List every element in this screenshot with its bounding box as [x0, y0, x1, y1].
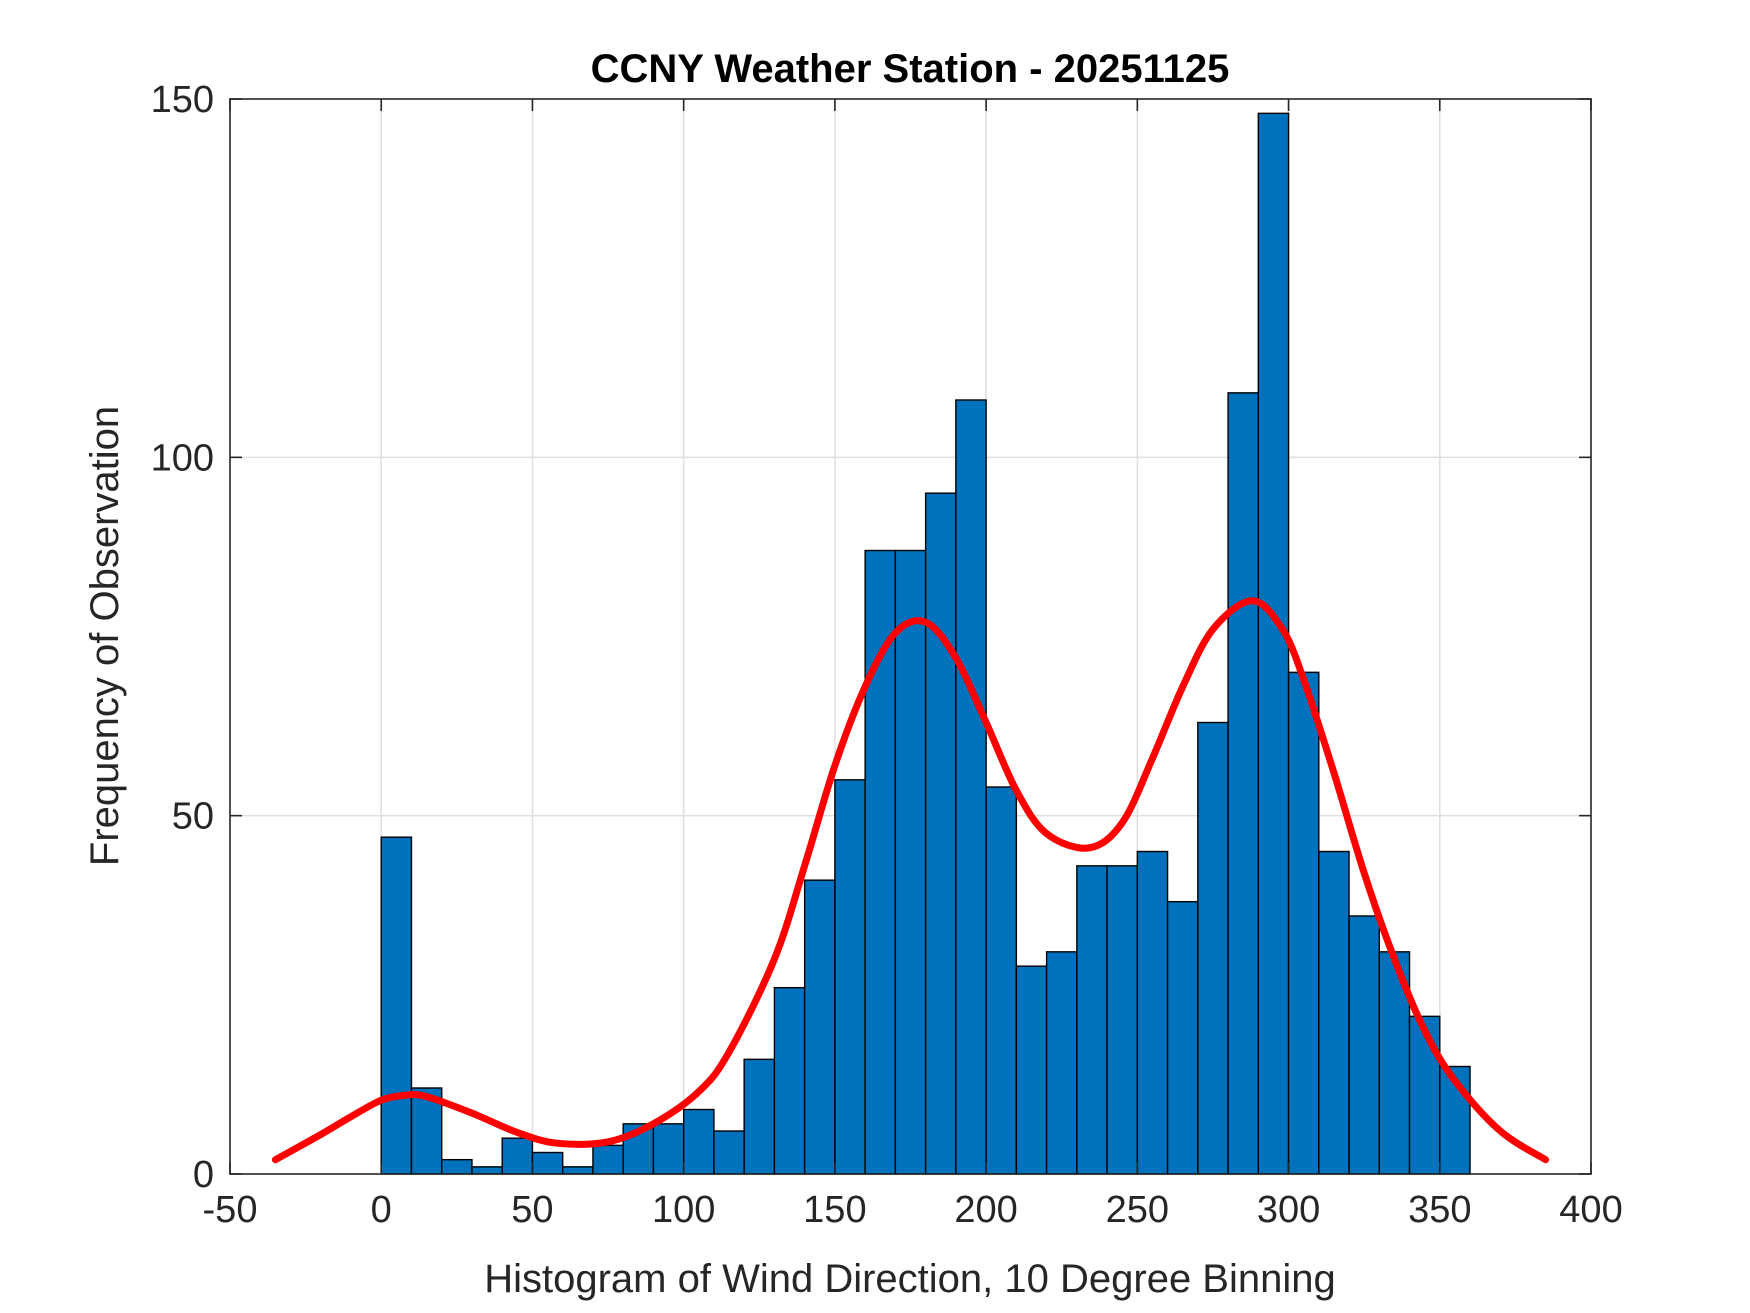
histogram-bar: [1076, 865, 1108, 1175]
histogram-bar: [1257, 112, 1290, 1175]
histogram-bar: [471, 1166, 503, 1175]
histogram-bar: [803, 879, 836, 1175]
x-tick-labels: -50 0 50 100 150 200 250 300 350 400: [203, 1189, 1623, 1231]
histogram-bar: [1318, 850, 1350, 1175]
x-tick-label: 350: [1408, 1189, 1471, 1231]
x-tick-label: 250: [1106, 1189, 1169, 1231]
axis-ticks: [229, 98, 1592, 1175]
fit-curve: [271, 597, 1550, 1164]
histogram-bar: [501, 1137, 534, 1175]
x-tick-label: 150: [803, 1189, 866, 1231]
histogram-bar: [1136, 850, 1169, 1175]
histogram-bar: [531, 1151, 564, 1175]
histogram-bar: [924, 492, 957, 1175]
x-axis-label: Histogram of Wind Direction, 10 Degree B…: [484, 1257, 1336, 1301]
y-tick-label: 150: [151, 79, 214, 121]
histogram-bar: [743, 1058, 776, 1175]
chart-title: CCNY Weather Station - 20251125: [591, 47, 1230, 91]
histogram-bar: [1045, 951, 1078, 1175]
plot-box: [229, 98, 1592, 1175]
y-axis-label: Frequency of Observation: [83, 406, 127, 866]
histogram-bar: [1348, 915, 1380, 1175]
histogram-bar: [1408, 1015, 1441, 1175]
histogram-bar: [1166, 900, 1199, 1175]
x-tick-label: 400: [1559, 1189, 1622, 1231]
histogram-bar: [985, 786, 1018, 1175]
histogram-bar: [561, 1166, 594, 1175]
x-tick-label: 0: [371, 1189, 392, 1231]
histogram-bar: [1015, 965, 1048, 1175]
histogram-bar: [955, 399, 987, 1175]
histogram-bar: [773, 986, 806, 1175]
x-tick-label: 300: [1257, 1189, 1320, 1231]
histogram-bar: [713, 1130, 745, 1175]
y-tick-label: 100: [151, 437, 214, 479]
histogram-bar: [682, 1108, 715, 1175]
histogram-bar: [1287, 671, 1320, 1175]
histogram-bar: [894, 549, 927, 1175]
x-tick-label: -50: [203, 1189, 258, 1231]
histogram-bar: [592, 1144, 624, 1175]
histogram-bar: [380, 836, 413, 1175]
y-tick-labels: 0 50 100 150: [151, 79, 214, 1196]
histogram-bar: [834, 779, 866, 1175]
y-tick-label: 0: [193, 1154, 214, 1196]
x-tick-label: 100: [652, 1189, 715, 1231]
x-tick-label: 50: [511, 1189, 553, 1231]
histogram-bar: [1106, 865, 1139, 1175]
histogram-bar: [1197, 721, 1229, 1175]
histogram-bar: [441, 1158, 473, 1175]
histogram-bar: [1227, 392, 1260, 1175]
histogram-bar: [652, 1123, 685, 1175]
x-tick-label: 200: [954, 1189, 1017, 1231]
y-tick-label: 50: [172, 796, 214, 838]
